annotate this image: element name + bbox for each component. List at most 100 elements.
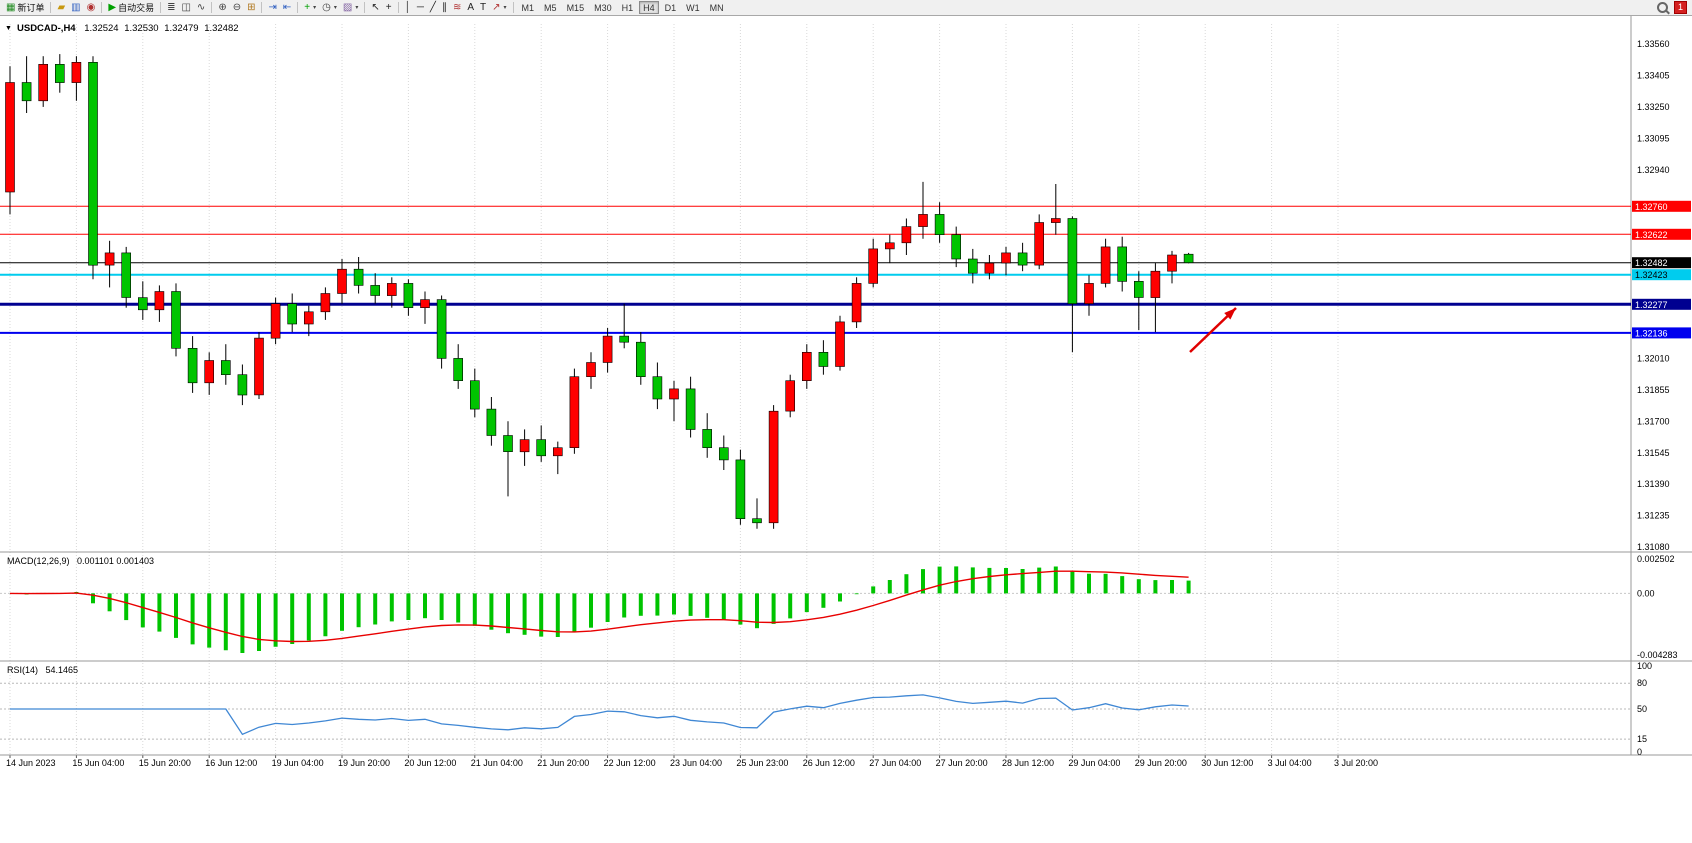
candle-bullish	[569, 376, 580, 449]
crosshair-button[interactable]: +	[383, 1, 395, 15]
new-order-button[interactable]: ▦ 新订单	[3, 1, 47, 15]
quote-close: 1.32482	[204, 23, 239, 34]
candle-bullish	[154, 291, 165, 311]
trendline-button[interactable]: ╱	[427, 1, 439, 15]
timeframe-m5[interactable]: M5	[540, 1, 561, 14]
candle-bearish	[21, 82, 32, 102]
metaeditor-icon: ▰	[57, 1, 66, 13]
candle-bearish	[171, 291, 181, 349]
candle-bullish	[901, 226, 912, 244]
rsi-value: 54.1465	[45, 665, 79, 675]
price-badge	[1632, 228, 1691, 240]
price-axis-label: 1.32940	[1637, 165, 1670, 175]
timeframe-w1[interactable]: W1	[682, 1, 704, 14]
fibonacci-button[interactable]: ≋	[450, 1, 464, 15]
label-button[interactable]: T	[477, 1, 489, 15]
indicators-button[interactable]: + ▾	[301, 1, 319, 15]
data-window-button[interactable]: ▥	[68, 1, 83, 15]
chevron-down-icon: ▾	[333, 5, 337, 11]
candle-bearish	[353, 268, 364, 286]
quote-expand-button[interactable]: ▼	[5, 25, 12, 32]
zoom-out-button[interactable]: ⊖	[230, 1, 244, 15]
equidistant-channel-button[interactable]: ∥	[439, 1, 450, 15]
vertical-line-button[interactable]: │	[402, 1, 414, 15]
candle-bearish	[121, 252, 131, 298]
candle-bearish	[536, 439, 547, 457]
toolbar-button-group: ▦ 新订单 ▰ ▥ ◉ ▶ 自动交易 ≣ ◫ ∿ ⊕ ⊖ ⊞ ⇥ ⇤ + ▾ ◷ ▾ ▨ ▾ ↖ + │ ─ ╱ ∥ ≋ A T ↗ ▾	[3, 1, 517, 15]
mql5-community-button[interactable]: ◉	[84, 1, 99, 15]
search-icon[interactable]	[1656, 2, 1668, 13]
timeframe-m30[interactable]: M30	[590, 1, 616, 14]
toolbar-separator	[50, 2, 52, 13]
arrow-tools-button[interactable]: ↗ ▾	[489, 1, 509, 15]
candle-bullish	[386, 283, 397, 296]
toolbar-separator	[160, 2, 162, 13]
price-axis-label: 1.31080	[1637, 542, 1670, 552]
candle-bullish	[1150, 270, 1161, 298]
candle-bearish	[403, 283, 414, 308]
text-button[interactable]: A	[464, 1, 477, 15]
chevron-down-icon: ▾	[503, 5, 507, 11]
equidistant-channel-icon: ∥	[441, 1, 447, 13]
chart-shift-button[interactable]: ⇤	[280, 1, 294, 15]
timeframe-mn[interactable]: MN	[706, 1, 728, 14]
candle-bullish	[1034, 222, 1044, 266]
macd-values: 0.001101 0.001403	[77, 556, 154, 566]
trend-arrow-annotation[interactable]	[1189, 307, 1237, 353]
candle-bearish	[370, 285, 381, 296]
templates-button[interactable]: ▨ ▾	[340, 1, 361, 15]
tile-windows-button[interactable]: ⊞	[244, 1, 258, 15]
timeframe-toolbar: M1 M5 M15 M30 H1 H4 D1 W1 MN	[517, 1, 729, 14]
auto-scroll-button[interactable]: ⇥	[265, 1, 279, 15]
metaeditor-button[interactable]: ▰	[54, 1, 68, 15]
candle-bullish	[337, 268, 347, 294]
timeframe-d1[interactable]: D1	[661, 1, 681, 14]
candle-bullish	[1167, 254, 1177, 272]
candle-bearish	[619, 335, 630, 343]
periods-button[interactable]: ◷ ▾	[319, 1, 340, 15]
candle-bullish	[868, 248, 879, 284]
label-icon: T	[480, 1, 487, 13]
price-badge-label: 1.32277	[1635, 300, 1668, 310]
candle-bullish	[1001, 252, 1011, 264]
horizontal-line-button[interactable]: ─	[414, 1, 427, 15]
timeframe-m15[interactable]: M15	[563, 1, 589, 14]
rsi-name: RSI(14)	[7, 665, 39, 675]
candle-bullish	[303, 311, 314, 325]
fibonacci-icon: ≋	[452, 1, 462, 13]
notification-badge[interactable]: 1	[1673, 1, 1687, 14]
time-axis-label: 3 Jul 04:00	[1268, 758, 1312, 768]
candle-bearish	[1067, 218, 1078, 304]
candle-bullish	[669, 388, 679, 400]
candle-bullish	[984, 262, 995, 274]
autotrading-button[interactable]: ▶ 自动交易	[105, 1, 157, 15]
candle-bearish	[453, 358, 464, 381]
bar-chart-button[interactable]: ≣	[164, 1, 178, 15]
price-axis-label: 1.31390	[1637, 479, 1670, 489]
chevron-down-icon: ▾	[355, 5, 359, 11]
macd-axis-label: 0.002502	[1637, 554, 1675, 564]
timeframe-h1[interactable]: H1	[618, 1, 638, 14]
candle-bullish	[884, 242, 895, 250]
chart-canvas[interactable]: 14 Jun 2023 15 Jun 04:00 15 Jun 20:00 16 Ju…	[0, 16, 1692, 843]
text-icon: A	[467, 1, 475, 13]
timeframe-h4[interactable]: H4	[639, 1, 659, 14]
chart-shift-icon: ⇤	[282, 1, 292, 13]
cursor-icon: ↖	[371, 1, 380, 13]
time-axis-label: 19 Jun 20:00	[338, 758, 390, 768]
zoom-in-button[interactable]: ⊕	[215, 1, 229, 15]
time-axis-label: 26 Jun 12:00	[803, 758, 855, 768]
rsi-line	[10, 694, 1189, 736]
candle-bullish	[320, 293, 331, 313]
timeframe-m1[interactable]: M1	[518, 1, 539, 14]
candle-bullish	[5, 82, 15, 193]
zoom-in-icon: ⊕	[218, 1, 227, 13]
candle-bearish	[287, 303, 298, 325]
line-chart-button[interactable]: ∿	[194, 1, 208, 15]
cursor-button[interactable]: ↖	[368, 1, 382, 15]
candle-bearish	[752, 518, 762, 524]
time-axis-label: 21 Jun 20:00	[537, 758, 589, 768]
candle-bullish	[552, 447, 563, 457]
candle-bullish	[71, 61, 82, 83]
candlestick-chart-button[interactable]: ◫	[178, 1, 193, 15]
